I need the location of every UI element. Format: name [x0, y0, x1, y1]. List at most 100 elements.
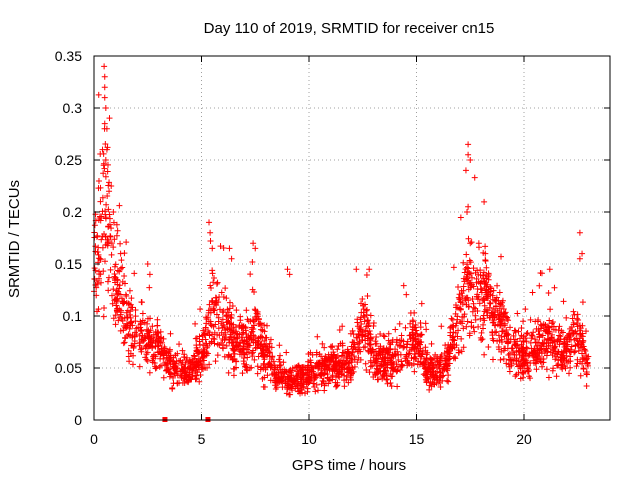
data-point	[258, 364, 265, 371]
data-point	[323, 355, 330, 362]
data-point	[434, 358, 441, 365]
data-point	[539, 363, 546, 370]
data-point	[428, 340, 435, 347]
data-point	[413, 327, 420, 334]
data-point	[368, 349, 375, 356]
data-point	[446, 347, 453, 354]
data-point	[475, 271, 482, 278]
data-point	[308, 359, 315, 366]
data-point	[93, 233, 100, 240]
data-point	[146, 335, 153, 342]
data-point	[360, 306, 367, 313]
data-point	[137, 321, 144, 328]
data-point	[583, 382, 590, 389]
data-point	[427, 379, 434, 386]
data-point	[362, 343, 369, 350]
data-point	[207, 229, 214, 236]
data-point	[153, 364, 160, 371]
data-point	[461, 311, 468, 318]
data-point	[522, 359, 529, 366]
plot-frame	[93, 55, 611, 421]
data-point	[219, 321, 226, 328]
data-point	[437, 383, 444, 390]
data-point	[457, 319, 464, 326]
data-point	[437, 369, 444, 376]
data-point	[465, 141, 472, 148]
data-point	[552, 348, 559, 355]
data-point	[229, 302, 236, 309]
data-point	[119, 264, 126, 271]
data-point	[249, 286, 256, 293]
data-point	[489, 328, 496, 335]
data-point	[505, 317, 512, 324]
data-point	[565, 358, 572, 365]
data-point	[425, 361, 432, 368]
data-point	[154, 322, 161, 329]
data-point	[577, 372, 584, 379]
data-point	[351, 363, 358, 370]
data-point	[96, 268, 103, 275]
y-tick-label: 0.35	[55, 48, 82, 64]
data-point	[536, 331, 543, 338]
data-point	[214, 352, 221, 359]
data-point	[412, 350, 419, 357]
data-point	[384, 364, 391, 371]
data-point	[543, 339, 550, 346]
data-point	[253, 344, 260, 351]
data-point	[522, 335, 529, 342]
data-point	[458, 335, 465, 342]
data-point	[556, 332, 563, 339]
data-point	[255, 316, 262, 323]
data-point	[102, 157, 109, 163]
data-point	[170, 374, 177, 381]
data-point	[571, 311, 578, 318]
data-point	[213, 294, 220, 301]
data-point	[418, 353, 425, 360]
data-point	[112, 321, 119, 328]
data-point	[313, 349, 320, 356]
data-point	[540, 359, 547, 366]
data-point	[394, 383, 401, 390]
data-point	[208, 322, 215, 329]
data-point	[103, 146, 110, 153]
data-point	[120, 300, 127, 307]
data-point	[334, 346, 341, 353]
data-point	[286, 271, 293, 278]
data-point	[445, 378, 452, 385]
data-point	[116, 285, 123, 292]
data-point	[211, 301, 218, 308]
data-point	[447, 324, 454, 331]
data-point	[555, 336, 562, 343]
data-point	[245, 349, 252, 356]
data-point	[102, 141, 109, 148]
data-point	[110, 209, 117, 215]
data-point	[380, 332, 387, 339]
data-point	[233, 307, 240, 314]
data-point	[582, 347, 589, 354]
data-point	[411, 324, 418, 331]
data-point	[418, 331, 425, 338]
data-point	[119, 278, 126, 285]
data-point	[218, 329, 225, 336]
data-point	[375, 345, 382, 352]
data-point	[150, 352, 157, 359]
data-point	[174, 380, 181, 387]
x-tick-label: 0	[90, 431, 98, 447]
data-point	[232, 364, 239, 371]
data-point	[193, 342, 200, 349]
data-point	[549, 319, 556, 326]
data-point	[120, 340, 127, 347]
data-point	[243, 364, 250, 371]
data-point	[471, 328, 478, 335]
data-point	[231, 348, 238, 354]
data-point	[501, 345, 508, 352]
data-point	[396, 320, 403, 327]
data-point	[276, 375, 283, 382]
data-point	[193, 375, 200, 382]
data-point	[107, 233, 114, 240]
data-point	[393, 368, 400, 375]
data-point	[424, 375, 431, 382]
data-point	[345, 349, 352, 356]
data-point	[287, 391, 294, 398]
data-point	[298, 382, 305, 389]
